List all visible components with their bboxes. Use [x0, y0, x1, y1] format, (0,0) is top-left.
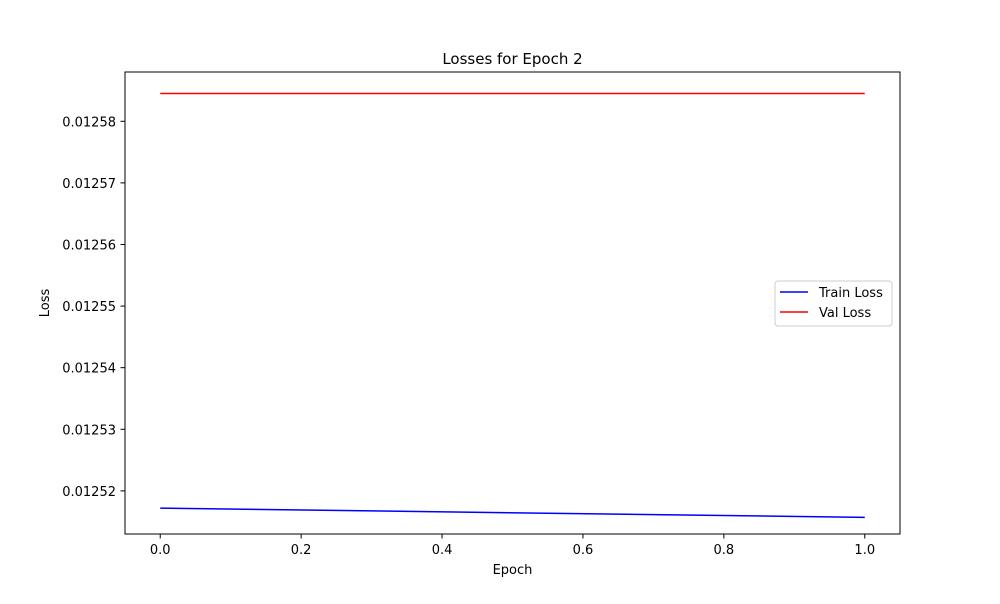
- x-axis-label: Epoch: [493, 563, 533, 578]
- x-tick-label: 0.2: [291, 543, 312, 558]
- legend: Train Loss Val Loss: [774, 280, 893, 327]
- train-loss-line: [160, 507, 865, 519]
- x-tick-label: 0.6: [573, 543, 594, 558]
- y-axis-label: Loss: [38, 289, 53, 318]
- y-tick-label: 0.01257: [62, 177, 116, 192]
- y-tick-label: 0.01252: [62, 485, 116, 500]
- y-tick-label: 0.01256: [62, 238, 116, 253]
- x-tick-label: 1.0: [854, 543, 875, 558]
- series-layer: [160, 92, 865, 519]
- y-tick-label: 0.01253: [62, 423, 116, 438]
- y-tick-label: 0.01258: [62, 115, 116, 130]
- x-tick-label: 0.0: [150, 543, 171, 558]
- legend-label-train-loss: Train Loss: [818, 286, 883, 301]
- plot-area-frame: [124, 71, 901, 535]
- legend-label-val-loss: Val Loss: [819, 306, 871, 321]
- y-tick-label: 0.01254: [62, 362, 116, 377]
- chart-title: Losses for Epoch 2: [442, 50, 582, 68]
- y-tick-label: 0.01255: [62, 300, 116, 315]
- x-tick-label: 0.4: [432, 543, 453, 558]
- y-axis-ticks: 0.01252 0.01253 0.01254 0.01255 0.01256 0.012…: [62, 115, 125, 500]
- x-axis-ticks: 0.0 0.2 0.4 0.6 0.8 1.0: [150, 534, 875, 558]
- x-tick-label: 0.8: [714, 543, 735, 558]
